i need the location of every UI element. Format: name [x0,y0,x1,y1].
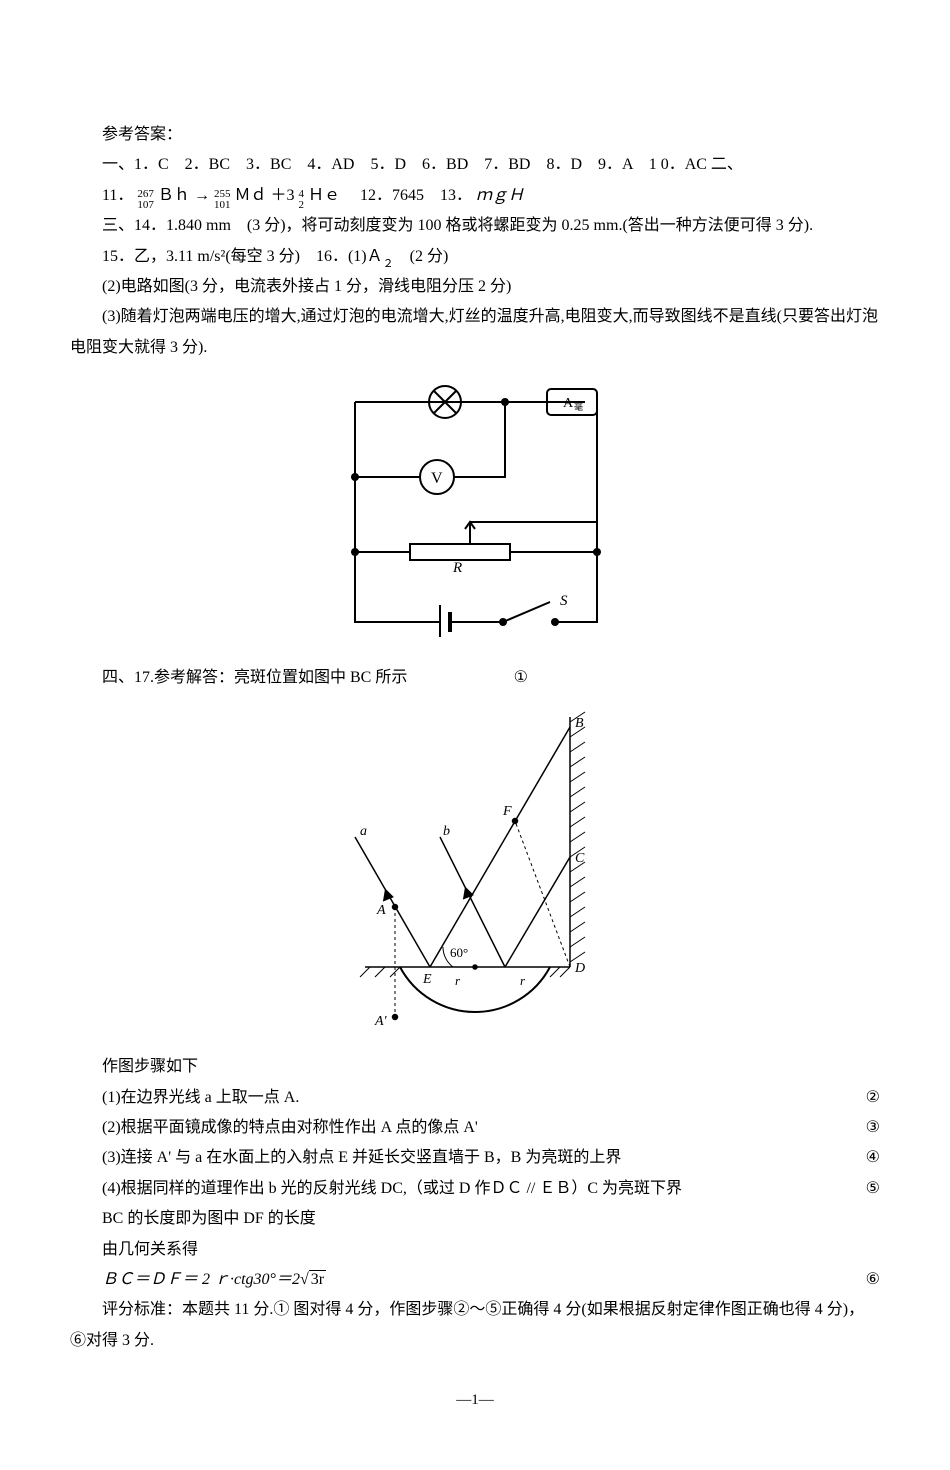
el2: Ｍｄ [234,187,266,204]
q16-3: (3)随着灯泡两端电压的增大,通过灯泡的电流增大,灯丝的温度升高,电阻变大,而导… [70,302,880,363]
svg-text:F: F [502,804,512,819]
svg-text:B: B [575,716,584,731]
circuit-svg: A 毫 V R [325,377,625,637]
q15-main: 15．乙，3.11 m/s²(每空 3 分) 16．(1)Ａ [102,248,383,265]
scoring: 评分标准：本题共 11 分.① 图对得 4 分，作图步骤②～⑤正确得 4 分(如… [70,1295,880,1356]
step4-left: (4)根据同样的道理作出 b 光的反射光线 DC,（或过 D 作ＤＣ // ＥＢ… [70,1174,682,1204]
step1: (1)在边界光线 a 上取一点 A. ② [70,1083,880,1113]
svg-text:A: A [563,396,574,411]
iso2: 255 101 [214,189,231,211]
section1-line2: 11． 267 107 Ｂｈ → 255 101 Ｍｄ ＋3 4 2 Ｈｅ 12… [70,181,880,211]
svg-text:C: C [575,851,585,866]
section4-intro-left: 四、17.参考解答：亮斑位置如图中 BC 所示 [70,663,407,693]
eq-sqrt: 3r [309,1270,326,1288]
step2-marker: ③ [866,1113,880,1143]
step2-left: (2)根据平面镜成像的特点由对称性作出 A 点的像点 A' [70,1113,478,1143]
iso1-z: 107 [137,199,154,211]
section4-marker1: ① [482,663,528,693]
step1-marker: ② [866,1083,880,1113]
plus: ＋3 [270,187,294,204]
optics-svg: a A A' E b B F C D [335,707,615,1027]
step2: (2)根据平面镜成像的特点由对称性作出 A 点的像点 A' ③ [70,1113,880,1143]
svg-text:V: V [431,470,443,487]
iso2-z: 101 [214,199,231,211]
iso3: 4 2 [298,189,304,211]
step5: BC 的长度即为图中 DF 的长度 [70,1204,880,1234]
svg-text:r: r [455,973,461,988]
svg-text:60°: 60° [450,945,468,960]
q14: 三、14．1.840 mm (3 分)，将可动刻度变为 100 格或将螺距变为 … [70,211,880,241]
q15-sub: ２ [383,258,394,270]
q16-2: (2)电路如图(3 分，电流表外接占 1 分，滑线电阻分压 2 分) [70,272,880,302]
answer-title: 参考答案： [70,120,880,150]
svg-text:r: r [520,973,526,988]
iso1: 267 107 [137,189,154,211]
eq-text: ＢＣ＝ＤＦ＝ 2 ｒ·ctg30°＝2 [102,1271,300,1288]
step3: (3)连接 A' 与 a 在水面上的入射点 E 并延长交竖直墙于 B，B 为亮斑… [70,1143,880,1173]
eq-marker: ⑥ [866,1265,880,1295]
s4-intro-text: 四、17.参考解答：亮斑位置如图中 BC 所示 [102,669,407,686]
svg-text:D: D [574,961,585,976]
svg-text:b: b [443,824,450,839]
step6: 由几何关系得 [70,1235,880,1265]
page-number: —1— [70,1386,880,1415]
arrow: → [194,187,210,204]
svg-text:E: E [422,972,432,987]
svg-text:a: a [360,824,367,839]
step3-marker: ④ [866,1143,880,1173]
svg-text:A': A' [374,1014,388,1027]
eq-sqrt-sym: √ [300,1271,309,1288]
step1-left: (1)在边界光线 a 上取一点 A. [70,1083,299,1113]
step4-marker: ⑤ [866,1174,880,1204]
svg-text:A: A [376,903,386,918]
section4-intro: 四、17.参考解答：亮斑位置如图中 BC 所示 ① [70,663,880,693]
step3-left: (3)连接 A' 与 a 在水面上的入射点 E 并延长交竖直墙于 B，B 为亮斑… [70,1143,621,1173]
section1-line1: 一、1．C 2．BC 3．BC 4．AD 5．D 6．BD 7．BD 8．D 9… [70,150,880,180]
equation: ＢＣ＝ＤＦ＝ 2 ｒ·ctg30°＝2√3r ⑥ [70,1265,880,1295]
el3: Ｈｅ [308,187,340,204]
step4: (4)根据同样的道理作出 b 光的反射光线 DC,（或过 D 作ＤＣ // ＥＢ… [70,1174,880,1204]
svg-text:R: R [452,560,462,576]
q12: 12．7645 13． [344,187,472,204]
svg-text:毫: 毫 [574,401,583,412]
iso3-z: 2 [298,199,304,211]
q11-pre: 11． [102,187,133,204]
optics-figure: a A A' E b B F C D [70,707,880,1038]
svg-text:S: S [560,593,568,609]
q15-tail: (2 分) [394,248,449,265]
circuit-figure: A 毫 V R [70,377,880,648]
el1: Ｂｈ [158,187,190,204]
q13-formula: ｍｇＨ [476,187,524,204]
steps-heading: 作图步骤如下 [70,1052,880,1082]
q15: 15．乙，3.11 m/s²(每空 3 分) 16．(1)Ａ２ (2 分) [70,242,880,272]
eq-left: ＢＣ＝ＤＦ＝ 2 ｒ·ctg30°＝2√3r [70,1265,326,1295]
